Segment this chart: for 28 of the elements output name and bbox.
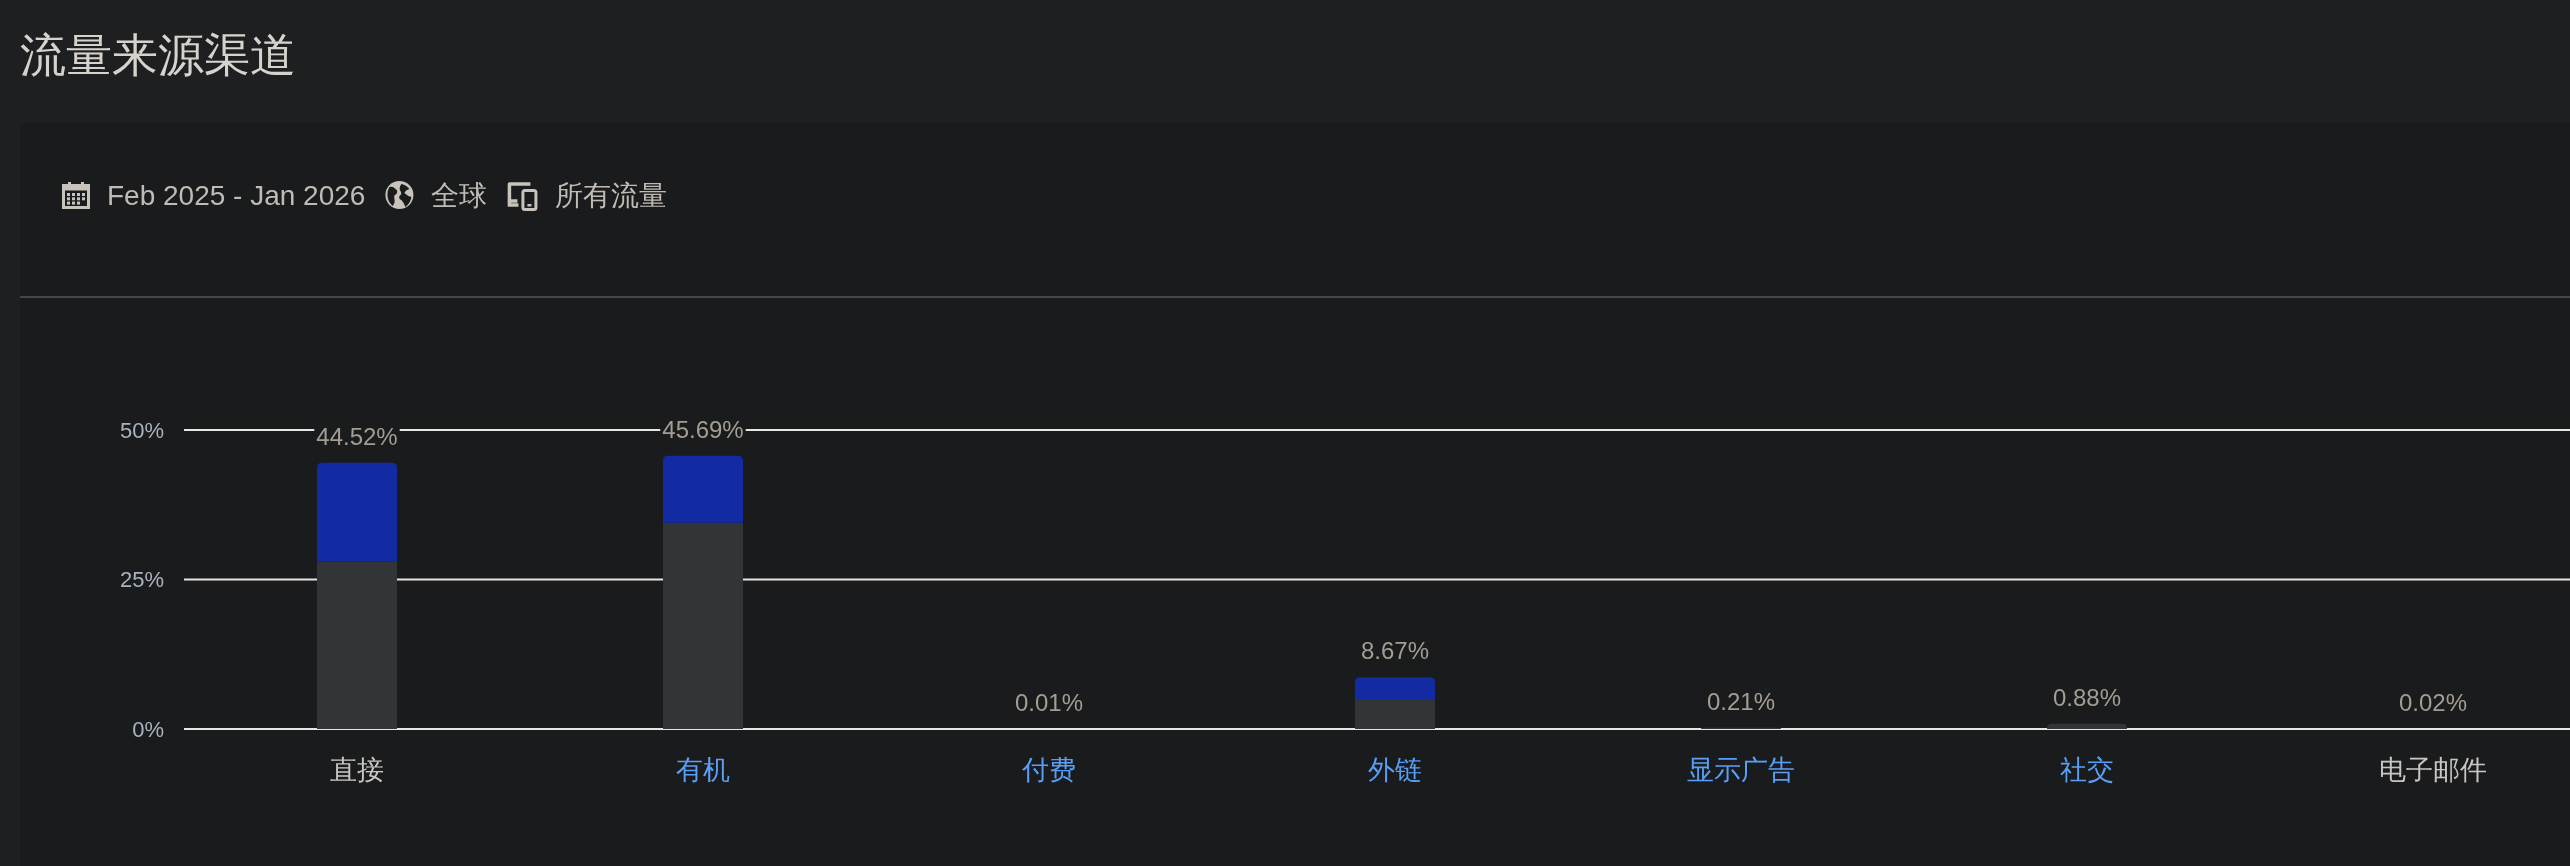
x-tick-label: 电子邮件 (2379, 754, 2487, 785)
total-label: 44.52% (316, 422, 398, 450)
chart-title: 流量来源渠道 (20, 29, 296, 81)
x-tick-label: 外链 (1368, 754, 1422, 785)
x-tick-label: 直接 (330, 754, 384, 785)
x-tick-label: 有机 (676, 754, 730, 785)
total-label: 0.01% (1014, 688, 1084, 716)
bar (1355, 677, 1435, 700)
text: Feb 2025 - Jan 2026 (107, 180, 366, 211)
bar (2047, 723, 2127, 729)
y-tick-label: 25% (119, 567, 164, 593)
total-label: 0.88% (2052, 683, 2122, 711)
y-tick-label: 0% (132, 716, 164, 742)
total-label: 0.21% (1706, 687, 1776, 715)
text: 所有流量 (555, 180, 668, 211)
x-tick-label: 社交 (2060, 754, 2114, 785)
bar (317, 462, 397, 562)
x-tick-label: 显示广告 (1687, 754, 1795, 785)
total-label: 0.02% (2398, 688, 2468, 716)
bar (663, 455, 743, 523)
total-label: 8.67% (1360, 637, 1430, 665)
total-label: 45.69% (662, 415, 744, 443)
y-tick-label: 50% (119, 417, 164, 443)
bar (1355, 699, 1435, 729)
bar (317, 561, 397, 729)
bar (663, 522, 743, 729)
text: 全球 (431, 180, 488, 211)
x-tick-label: 付费 (1021, 754, 1076, 785)
